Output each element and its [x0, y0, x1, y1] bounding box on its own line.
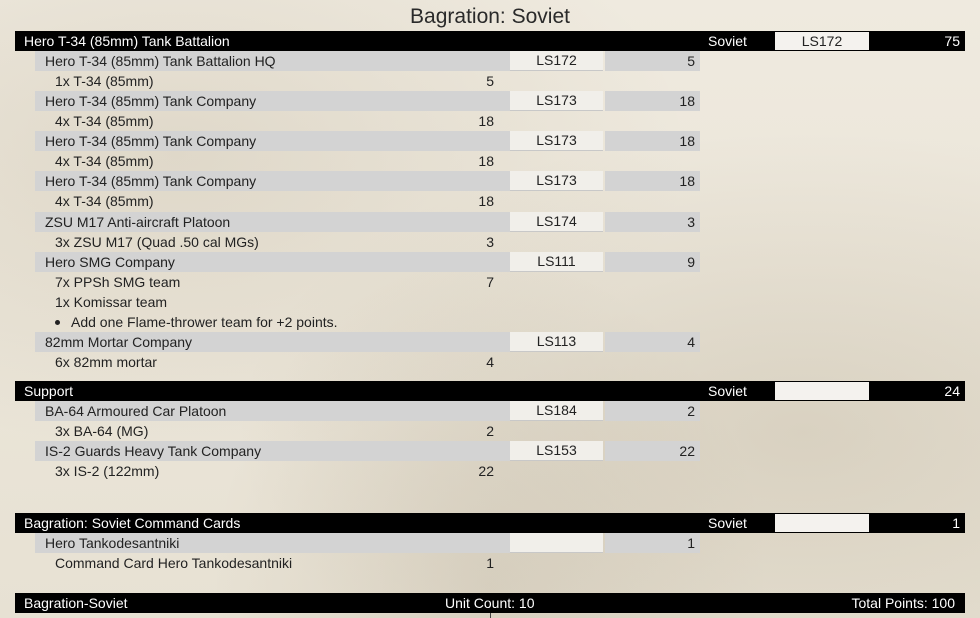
detail-text: 6x 82mm mortar: [55, 354, 157, 370]
unit-points: 22: [679, 443, 695, 459]
unit-detail-line: 4x T-34 (85mm) 18: [55, 191, 500, 211]
detail-points: 3: [486, 234, 494, 250]
unit-code: LS173: [510, 131, 603, 151]
unit-row[interactable]: Hero T-34 (85mm) Tank Company LS173 18: [35, 131, 700, 151]
section-points: 24: [944, 383, 960, 399]
unit-points: 4: [687, 334, 695, 350]
unit-row[interactable]: Hero Tankodesantniki 1: [35, 533, 700, 553]
detail-points: 2: [486, 423, 494, 439]
section-code: LS172: [775, 32, 869, 50]
unit-name: Hero T-34 (85mm) Tank Battalion HQ: [45, 53, 276, 69]
unit-detail-line: 4x T-34 (85mm) 18: [55, 111, 500, 131]
unit-code: LS173: [510, 171, 603, 191]
unit-points: 18: [679, 133, 695, 149]
section-points: 75: [944, 33, 960, 49]
detail-points: 18: [478, 113, 494, 129]
unit-points: 18: [679, 93, 695, 109]
detail-text: 4x T-34 (85mm): [55, 113, 154, 129]
unit-count: Unit Count: 10: [445, 595, 535, 611]
unit-points: 2: [687, 403, 695, 419]
unit-points: 9: [687, 254, 695, 270]
unit-detail-line: Command Card Hero Tankodesantniki 1: [55, 553, 500, 573]
detail-text: 7x PPSh SMG team: [55, 274, 181, 290]
detail-points: 22: [478, 463, 494, 479]
unit-row[interactable]: ZSU M17 Anti-aircraft Platoon LS174 3: [35, 212, 700, 232]
bullet-icon: [55, 320, 60, 325]
unit-row[interactable]: BA-64 Armoured Car Platoon LS184 2: [35, 401, 700, 421]
detail-text: 1x T-34 (85mm): [55, 73, 154, 89]
unit-name: Hero T-34 (85mm) Tank Company: [45, 173, 257, 189]
detail-points: 18: [478, 153, 494, 169]
unit-name: Hero T-34 (85mm) Tank Company: [45, 133, 257, 149]
unit-points: 5: [687, 53, 695, 69]
unit-name: IS-2 Guards Heavy Tank Company: [45, 443, 262, 459]
unit-code: LS111: [510, 252, 603, 272]
section-header-support[interactable]: Support Soviet 24: [15, 381, 965, 401]
unit-code: LS173: [510, 91, 603, 111]
unit-code: LS153: [510, 441, 603, 461]
unit-row[interactable]: Hero T-34 (85mm) Tank Battalion HQ LS172…: [35, 51, 700, 71]
detail-text: 4x T-34 (85mm): [55, 193, 154, 209]
unit-detail-line: 7x PPSh SMG team 7: [55, 272, 500, 292]
page-title: Bagration: Soviet: [410, 5, 570, 28]
detail-points: 4: [486, 354, 494, 370]
unit-name: ZSU M17 Anti-aircraft Platoon: [45, 214, 231, 230]
section-name: Hero T-34 (85mm) Tank Battalion: [24, 33, 230, 49]
detail-text: Command Card Hero Tankodesantniki: [55, 555, 293, 571]
divider: [490, 613, 491, 618]
unit-code: [510, 533, 603, 553]
total-points: Total Points: 100: [851, 595, 955, 611]
army-name: Bagration-Soviet: [24, 595, 128, 611]
section-header-battalion[interactable]: Hero T-34 (85mm) Tank Battalion Soviet L…: [15, 31, 965, 51]
section-header-command-cards[interactable]: Bagration: Soviet Command Cards Soviet 1: [15, 513, 965, 533]
unit-row[interactable]: Hero T-34 (85mm) Tank Company LS173 18: [35, 91, 700, 111]
detail-points: 5: [486, 73, 494, 89]
unit-code: LS174: [510, 212, 603, 232]
unit-points: 1: [687, 535, 695, 551]
unit-detail-line: 3x IS-2 (122mm) 22: [55, 461, 500, 481]
unit-detail-line: 3x BA-64 (MG) 2: [55, 421, 500, 441]
detail-text: 4x T-34 (85mm): [55, 153, 154, 169]
section-name: Support: [24, 383, 74, 399]
unit-points: 3: [687, 214, 695, 230]
section-code: [775, 514, 869, 532]
detail-text: 3x BA-64 (MG): [55, 423, 149, 439]
unit-name: Hero T-34 (85mm) Tank Company: [45, 93, 257, 109]
unit-code: LS184: [510, 401, 603, 421]
unit-detail-line: 6x 82mm mortar 4: [55, 352, 500, 372]
section-nation: Soviet: [708, 383, 747, 399]
footer-summary: Bagration-Soviet Unit Count: 10 Total Po…: [15, 593, 965, 613]
unit-detail-line: 1x T-34 (85mm) 5: [55, 71, 500, 91]
unit-name: Hero Tankodesantniki: [45, 535, 180, 551]
detail-points: 7: [486, 274, 494, 290]
detail-text: 1x Komissar team: [55, 294, 168, 310]
section-code: [775, 382, 869, 400]
unit-detail-line: 3x ZSU M17 (Quad .50 cal MGs) 3: [55, 232, 500, 252]
upgrade-text: Add one Flame-thrower team for +2 points…: [71, 314, 338, 330]
section-nation: Soviet: [708, 515, 747, 531]
unit-row[interactable]: Hero SMG Company LS111 9: [35, 252, 700, 272]
unit-code: LS113: [510, 332, 603, 352]
detail-points: 1: [486, 555, 494, 571]
unit-name: Hero SMG Company: [45, 254, 175, 270]
detail-points: 18: [478, 193, 494, 209]
unit-row[interactable]: 82mm Mortar Company LS113 4: [35, 332, 700, 352]
unit-name: BA-64 Armoured Car Platoon: [45, 403, 227, 419]
section-name: Bagration: Soviet Command Cards: [24, 515, 241, 531]
unit-name: 82mm Mortar Company: [45, 334, 193, 350]
unit-detail-line: 1x Komissar team: [55, 292, 500, 312]
detail-text: 3x IS-2 (122mm): [55, 463, 160, 479]
unit-detail-line: 4x T-34 (85mm) 18: [55, 151, 500, 171]
section-points: 1: [952, 515, 960, 531]
unit-row[interactable]: IS-2 Guards Heavy Tank Company LS153 22: [35, 441, 700, 461]
detail-text: 3x ZSU M17 (Quad .50 cal MGs): [55, 234, 259, 250]
unit-points: 18: [679, 173, 695, 189]
section-nation: Soviet: [708, 33, 747, 49]
unit-code: LS172: [510, 51, 603, 71]
unit-row[interactable]: Hero T-34 (85mm) Tank Company LS173 18: [35, 171, 700, 191]
